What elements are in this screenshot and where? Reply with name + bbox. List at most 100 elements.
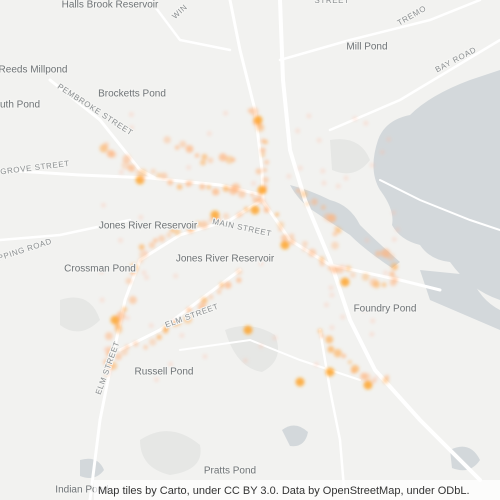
heat-dot <box>120 348 128 356</box>
heat-dot <box>206 184 212 190</box>
heat-dot <box>169 227 175 233</box>
place-label: Pratts Pond <box>204 466 256 477</box>
heat-dot <box>99 297 105 303</box>
heat-dot <box>138 258 144 264</box>
heat-dot <box>249 107 259 116</box>
heat-dot <box>296 188 301 193</box>
heat-dot <box>272 335 278 341</box>
heat-dot <box>243 206 250 213</box>
heat-dot <box>392 265 398 271</box>
heat-dot <box>372 280 381 289</box>
heat-dot <box>335 183 341 189</box>
heat-dot <box>231 157 236 162</box>
heat-dot <box>386 136 392 142</box>
heat-dot <box>389 271 395 278</box>
place-label: Foundry Pond <box>354 304 417 315</box>
heat-dot <box>174 145 180 150</box>
heat-dot <box>208 217 214 223</box>
heat-dot <box>384 374 390 380</box>
heat-dot <box>124 344 130 350</box>
heat-dot <box>243 325 253 335</box>
heat-dot <box>167 179 174 186</box>
heat-dot <box>387 253 395 261</box>
place-label: Mill Pond <box>346 42 387 53</box>
heat-dot <box>105 332 113 341</box>
heat-dot <box>118 169 124 175</box>
heat-dot <box>156 172 162 179</box>
heat-dot <box>199 220 209 229</box>
heat-dot <box>383 270 389 276</box>
heat-dot <box>361 273 370 281</box>
heat-dot <box>306 113 312 119</box>
heat-dot <box>251 181 257 187</box>
heat-dot <box>277 221 285 229</box>
heat-dot <box>327 345 335 353</box>
heat-dot <box>121 306 128 313</box>
heat-dot <box>201 153 208 161</box>
heat-dot <box>361 307 367 313</box>
heat-dot <box>176 184 183 190</box>
heat-dot <box>263 159 270 165</box>
heat-dot <box>308 248 317 257</box>
heat-dot <box>121 160 130 170</box>
heat-dot <box>375 250 382 257</box>
heat-dot <box>352 116 358 122</box>
heat-dot <box>218 153 227 162</box>
heat-dot <box>262 167 268 173</box>
heat-dot <box>235 268 243 276</box>
heat-dot <box>258 343 264 349</box>
heat-dot <box>340 277 350 287</box>
heat-dot <box>262 176 269 183</box>
heat-dot <box>304 201 310 206</box>
heat-dot <box>222 212 230 220</box>
heat-dot <box>316 137 322 143</box>
heat-dot <box>369 331 375 337</box>
heat-dot <box>114 353 122 361</box>
heat-dot <box>373 375 379 381</box>
heat-dot <box>188 180 194 186</box>
place-label: Jones River Reservoir <box>99 221 198 232</box>
heat-dot <box>260 147 266 154</box>
place-label: Halls Brook Reservoir <box>62 0 159 11</box>
heat-dot <box>341 353 347 359</box>
heat-dot <box>313 361 319 367</box>
place-label: uth Pond <box>0 100 40 111</box>
heat-dot <box>208 294 214 300</box>
heat-dot <box>364 237 370 243</box>
heat-dot <box>179 332 185 338</box>
heat-dot <box>252 197 259 204</box>
heat-dot <box>323 302 329 308</box>
heat-dot <box>350 364 360 374</box>
heat-dot <box>224 281 232 289</box>
heat-dot <box>124 315 130 321</box>
heat-dot <box>259 198 266 205</box>
heat-dot <box>242 358 248 364</box>
heat-dot <box>158 235 166 243</box>
heat-dot <box>379 149 385 155</box>
heat-dot <box>99 269 105 275</box>
heat-dot <box>129 269 137 276</box>
heat-dot <box>141 270 147 276</box>
heat-dot <box>255 168 262 175</box>
heat-dot <box>329 325 335 331</box>
heat-dot <box>250 192 255 197</box>
heat-dot <box>206 131 212 137</box>
heat-dot <box>391 210 397 216</box>
heat-dot <box>297 165 303 171</box>
heat-dot <box>319 261 325 267</box>
heat-dot <box>148 241 156 249</box>
heat-dot <box>253 115 263 125</box>
heat-dot <box>340 314 346 320</box>
heat-dot <box>138 244 145 251</box>
heat-dot <box>333 348 342 358</box>
heat-dot <box>110 315 120 325</box>
heat-dot <box>162 328 169 334</box>
heat-dot <box>278 227 283 232</box>
heat-dot <box>250 205 260 215</box>
heat-dots <box>99 107 400 390</box>
heat-dot <box>394 227 400 233</box>
heat-dot <box>148 323 154 329</box>
heat-dot <box>138 214 144 220</box>
heat-dot <box>122 154 131 164</box>
heat-dot <box>231 183 241 193</box>
